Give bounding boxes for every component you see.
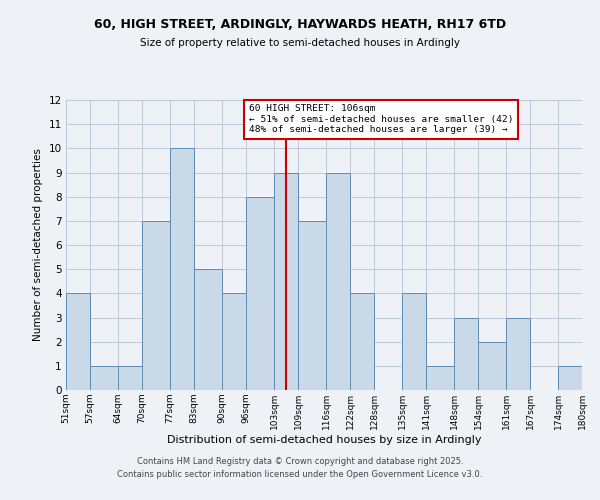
Bar <box>170 148 194 390</box>
Bar <box>326 172 350 390</box>
Bar <box>402 294 426 390</box>
Bar <box>66 294 90 390</box>
Bar <box>506 318 530 390</box>
Bar <box>478 342 506 390</box>
Bar <box>426 366 454 390</box>
Text: 60 HIGH STREET: 106sqm
← 51% of semi-detached houses are smaller (42)
48% of sem: 60 HIGH STREET: 106sqm ← 51% of semi-det… <box>249 104 514 134</box>
Bar <box>222 294 246 390</box>
Bar <box>246 196 274 390</box>
Bar <box>90 366 118 390</box>
Text: Size of property relative to semi-detached houses in Ardingly: Size of property relative to semi-detach… <box>140 38 460 48</box>
Text: 60, HIGH STREET, ARDINGLY, HAYWARDS HEATH, RH17 6TD: 60, HIGH STREET, ARDINGLY, HAYWARDS HEAT… <box>94 18 506 30</box>
Bar <box>558 366 582 390</box>
Bar <box>274 172 298 390</box>
Bar <box>194 269 222 390</box>
Bar <box>350 294 374 390</box>
X-axis label: Distribution of semi-detached houses by size in Ardingly: Distribution of semi-detached houses by … <box>167 434 481 444</box>
Y-axis label: Number of semi-detached properties: Number of semi-detached properties <box>33 148 43 342</box>
Text: Contains public sector information licensed under the Open Government Licence v3: Contains public sector information licen… <box>118 470 482 479</box>
Bar <box>454 318 478 390</box>
Bar <box>118 366 142 390</box>
Text: Contains HM Land Registry data © Crown copyright and database right 2025.: Contains HM Land Registry data © Crown c… <box>137 458 463 466</box>
Bar <box>298 221 326 390</box>
Bar <box>142 221 170 390</box>
